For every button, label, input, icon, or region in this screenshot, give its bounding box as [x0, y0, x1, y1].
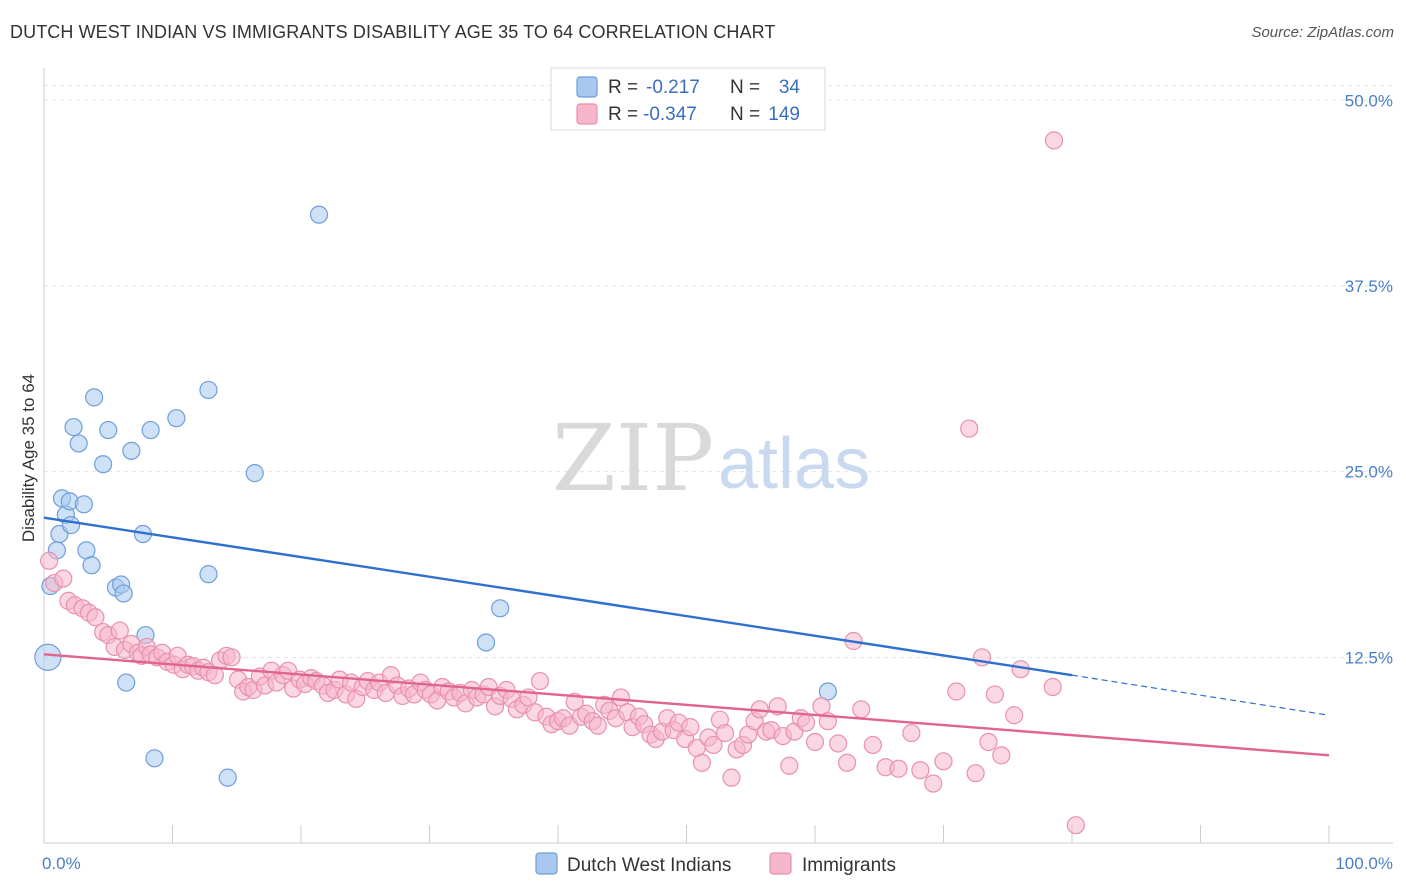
- point-immigrants: [692, 753, 712, 772]
- legend: R = -0.217 N = 34 R = -0.347 N = 149: [550, 67, 826, 131]
- point-immigrants: [924, 774, 943, 793]
- point-dutch-west-indians: [309, 205, 329, 224]
- point-dutch-west-indians: [74, 495, 93, 514]
- watermark-zip: ZIP: [552, 405, 714, 512]
- trendline-dutch-west-indians-extension: [1071, 674, 1330, 716]
- point-dutch-west-indians: [491, 599, 510, 618]
- data-points: [34, 131, 1085, 835]
- point-immigrants: [966, 764, 985, 783]
- point-immigrants: [54, 569, 73, 588]
- point-immigrants: [960, 419, 979, 438]
- point-immigrants: [588, 716, 607, 735]
- y-tick-label: 50.0%: [1345, 91, 1393, 110]
- point-dutch-west-indians: [114, 584, 133, 603]
- point-immigrants: [40, 551, 59, 570]
- point-dutch-west-indians: [82, 556, 101, 575]
- point-immigrants: [1005, 706, 1024, 725]
- point-immigrants: [1066, 816, 1085, 835]
- chart-source: Source: ZipAtlas.com: [1251, 24, 1394, 41]
- point-immigrants: [780, 756, 799, 775]
- point-dutch-west-indians: [34, 643, 62, 671]
- point-dutch-west-indians: [199, 380, 218, 400]
- legend-n-label: N =: [730, 77, 760, 98]
- point-immigrants: [681, 718, 700, 737]
- point-immigrants: [863, 735, 882, 755]
- y-tick-label: 25.0%: [1345, 463, 1393, 482]
- legend-swatch-blue: [576, 76, 598, 98]
- bottom-legend-swatch-blue: [535, 852, 558, 875]
- y-tick-label: 37.5%: [1345, 277, 1393, 296]
- point-dutch-west-indians: [145, 749, 164, 768]
- trendline-dutch-west-indians: [43, 516, 1073, 677]
- point-dutch-west-indians: [199, 565, 218, 584]
- legend-n-value: 149: [768, 104, 800, 125]
- bottom-legend: Dutch West Indians Immigrants: [535, 852, 896, 876]
- point-immigrants: [838, 753, 857, 772]
- point-immigrants: [715, 723, 735, 743]
- point-dutch-west-indians: [245, 464, 264, 483]
- point-immigrants: [222, 648, 241, 667]
- bottom-legend-label: Immigrants: [802, 855, 896, 876]
- point-immigrants: [530, 671, 550, 691]
- point-dutch-west-indians: [99, 420, 118, 440]
- legend-n-label: N =: [730, 104, 760, 125]
- point-immigrants: [1044, 131, 1064, 150]
- point-immigrants: [796, 713, 816, 732]
- watermark-atlas: atlas: [718, 424, 870, 504]
- legend-n-value: 34: [779, 77, 801, 98]
- point-dutch-west-indians: [141, 420, 160, 440]
- point-immigrants: [110, 621, 129, 640]
- point-immigrants: [829, 734, 848, 753]
- x-tick-label-min: 0.0%: [42, 854, 81, 873]
- point-dutch-west-indians: [218, 768, 237, 787]
- chart-title: DUTCH WEST INDIAN VS IMMIGRANTS DISABILI…: [10, 22, 776, 42]
- grid-lines: [44, 84, 1393, 658]
- point-dutch-west-indians: [69, 434, 88, 453]
- point-immigrants: [934, 752, 953, 771]
- trend-lines: [43, 516, 1330, 757]
- point-immigrants: [992, 746, 1011, 765]
- point-dutch-west-indians: [167, 409, 186, 428]
- legend-r-value: -0.217: [646, 77, 700, 98]
- legend-r-label: R =: [608, 77, 638, 98]
- point-dutch-west-indians: [122, 441, 141, 460]
- legend-swatch-pink: [576, 103, 598, 125]
- point-dutch-west-indians: [476, 633, 496, 652]
- x-tick-label-max: 100.0%: [1335, 854, 1393, 873]
- point-immigrants: [1043, 677, 1062, 697]
- point-immigrants: [902, 723, 921, 743]
- axes: [43, 68, 1393, 844]
- point-immigrants: [805, 732, 825, 752]
- point-immigrants: [704, 735, 723, 755]
- point-immigrants: [852, 700, 871, 719]
- point-immigrants: [911, 761, 930, 780]
- point-immigrants: [947, 682, 966, 701]
- y-axis-label: Disability Age 35 to 64: [19, 374, 38, 542]
- bottom-legend-swatch-pink: [769, 852, 792, 875]
- point-dutch-west-indians: [85, 388, 104, 407]
- legend-r-label: R =: [608, 104, 638, 125]
- legend-r-value: -0.347: [643, 104, 697, 125]
- point-immigrants: [985, 685, 1005, 704]
- point-immigrants: [722, 768, 741, 787]
- point-dutch-west-indians: [64, 417, 83, 437]
- point-immigrants: [86, 608, 105, 627]
- point-dutch-west-indians: [61, 516, 81, 535]
- trendline-immigrants: [43, 653, 1330, 757]
- point-dutch-west-indians: [117, 673, 136, 692]
- point-immigrants: [979, 732, 998, 752]
- point-immigrants: [889, 759, 908, 778]
- bottom-legend-label: Dutch West Indians: [567, 855, 731, 876]
- y-tick-label: 12.5%: [1345, 648, 1393, 667]
- point-dutch-west-indians: [94, 455, 113, 474]
